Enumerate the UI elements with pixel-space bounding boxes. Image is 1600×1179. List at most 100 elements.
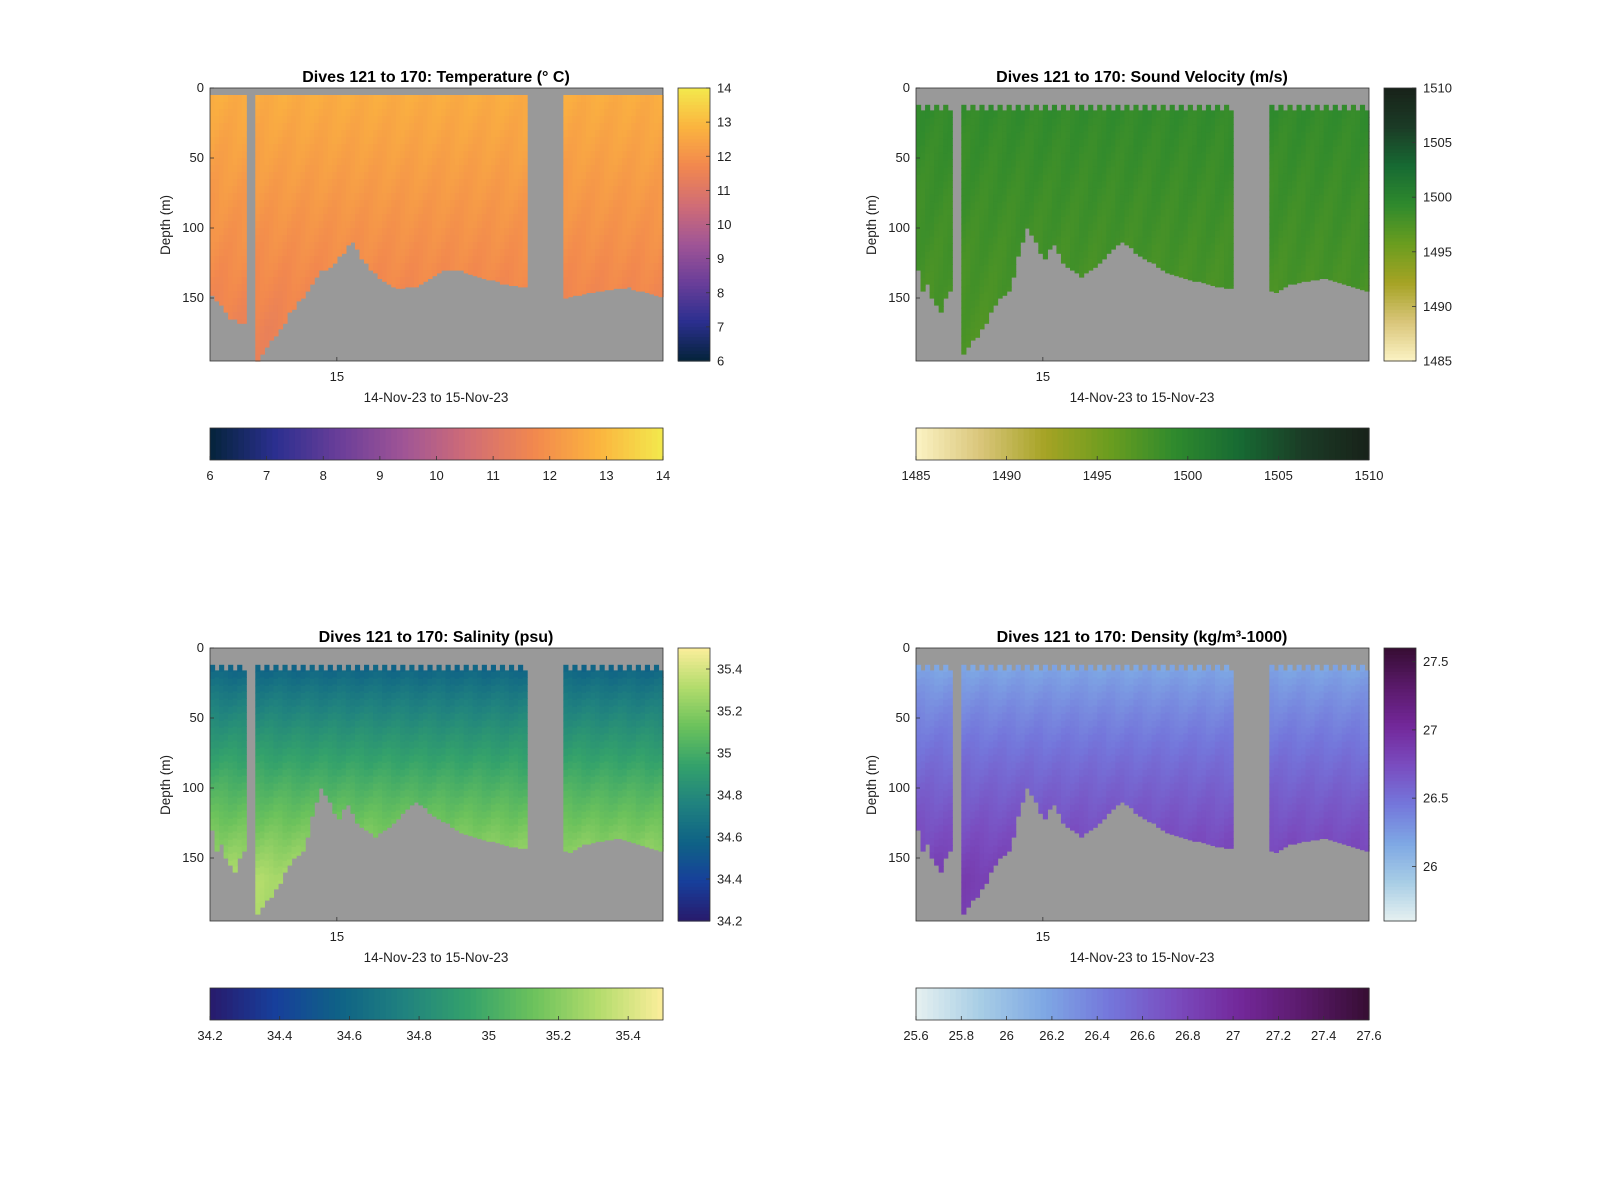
heatmap-cell	[210, 277, 216, 285]
heatmap-cell	[495, 137, 501, 145]
heatmap-cell	[943, 181, 949, 190]
heatmap-cell	[1210, 250, 1216, 258]
colorbar-tick-label: 12	[717, 149, 731, 164]
heatmap-cell	[255, 130, 261, 138]
heatmap-cell	[1323, 160, 1329, 169]
heatmap-cell	[499, 158, 506, 166]
heatmap-cell	[354, 235, 361, 243]
heatmap-cell	[920, 194, 926, 202]
heatmap-cell	[1337, 215, 1343, 223]
heatmap-cell	[1364, 194, 1370, 202]
heatmap-cell	[264, 158, 270, 166]
heatmap-cell	[1011, 271, 1017, 278]
heatmap-cell	[631, 102, 637, 110]
heatmap-cell	[1296, 146, 1302, 155]
heatmap-cell	[223, 235, 229, 243]
heatmap-cell	[1020, 222, 1026, 230]
heatmap-cell	[1183, 215, 1189, 223]
heatmap-cell	[1201, 278, 1207, 284]
heatmap-cell	[1228, 222, 1234, 230]
heatmap-cell	[644, 158, 651, 166]
heatmap-cell	[400, 235, 406, 243]
heatmap-cell	[463, 123, 469, 131]
heatmap-cell	[974, 124, 981, 132]
heatmap-cell	[300, 193, 306, 201]
heatmap-cell	[359, 144, 365, 152]
heatmap-cell	[1328, 180, 1334, 188]
heatmap-cell	[1165, 152, 1171, 160]
heatmap-cell	[1124, 139, 1130, 148]
heatmap-cell	[961, 251, 967, 260]
heatmap-cell	[983, 215, 990, 223]
heatmap-cell	[450, 109, 456, 117]
heatmap-cell	[613, 228, 619, 236]
heatmap-cell	[1350, 272, 1357, 281]
heatmap-cell	[1323, 244, 1329, 253]
heatmap-cell	[1083, 124, 1089, 132]
heatmap-cell	[282, 284, 288, 292]
heatmap-cell	[1074, 250, 1080, 258]
heatmap-cell	[617, 242, 623, 250]
heatmap-cell	[468, 249, 474, 257]
heatmap-cell	[1065, 145, 1071, 153]
heatmap-cell	[1169, 118, 1175, 127]
heatmap-cell	[336, 214, 342, 222]
heatmap-cell	[658, 116, 664, 124]
heatmap-cell	[961, 293, 967, 302]
heatmap-cell	[961, 174, 967, 183]
heatmap-cell	[1056, 215, 1062, 223]
colorbar-segment	[612, 428, 619, 460]
heatmap-cell	[1192, 215, 1198, 223]
heatmap-cell	[377, 158, 383, 166]
heatmap-cell	[631, 123, 637, 131]
heatmap-cell	[1074, 264, 1080, 272]
heatmap-cell	[1355, 229, 1361, 237]
heatmap-cell	[1088, 237, 1094, 246]
heatmap-cell	[413, 277, 419, 285]
heatmap-cell	[1196, 258, 1202, 267]
heatmap-cell	[1137, 243, 1144, 251]
heatmap-cell	[943, 230, 949, 239]
heatmap-cell	[617, 270, 623, 278]
heatmap-cell	[436, 200, 442, 208]
heatmap-cell	[1187, 160, 1193, 169]
heatmap-cell	[1355, 180, 1361, 188]
heatmap-cell	[938, 159, 944, 167]
heatmap-cell	[567, 144, 573, 152]
heatmap-cell	[354, 123, 361, 131]
heatmap-cell	[1097, 111, 1103, 120]
heatmap-cell	[504, 123, 510, 131]
heatmap-cell	[572, 291, 578, 296]
heatmap-cell	[965, 131, 971, 139]
heatmap-cell	[920, 138, 926, 146]
heatmap-cell	[1183, 180, 1189, 188]
heatmap-cell	[1364, 201, 1370, 209]
heatmap-cell	[422, 165, 429, 173]
heatmap-cell	[938, 278, 944, 286]
heatmap-cell	[1296, 195, 1302, 204]
heatmap-cell	[649, 263, 655, 271]
colorbar-segment	[678, 210, 710, 215]
heatmap-cell	[1273, 110, 1279, 118]
heatmap-cell	[481, 214, 487, 222]
heatmap-cell	[459, 207, 465, 215]
heatmap-cell	[1051, 111, 1058, 120]
heatmap-cell	[988, 153, 994, 162]
heatmap-cell	[359, 200, 365, 208]
heatmap-cell	[255, 207, 261, 215]
heatmap-cell	[925, 181, 931, 190]
heatmap-cell	[296, 235, 302, 243]
heatmap-cell	[513, 207, 519, 215]
heatmap-cell	[477, 165, 483, 173]
heatmap-cell	[1341, 188, 1347, 197]
heatmap-cell	[1020, 215, 1026, 223]
heatmap-cell	[1042, 111, 1048, 120]
heatmap-cell	[599, 144, 605, 152]
heatmap-cell	[1119, 138, 1125, 146]
heatmap-cell	[649, 249, 655, 257]
heatmap-cell	[300, 179, 306, 187]
heatmap-cell	[1065, 236, 1071, 244]
heatmap-cell	[264, 270, 270, 278]
heatmap-cell	[336, 109, 342, 117]
heatmap-cell	[513, 249, 519, 257]
